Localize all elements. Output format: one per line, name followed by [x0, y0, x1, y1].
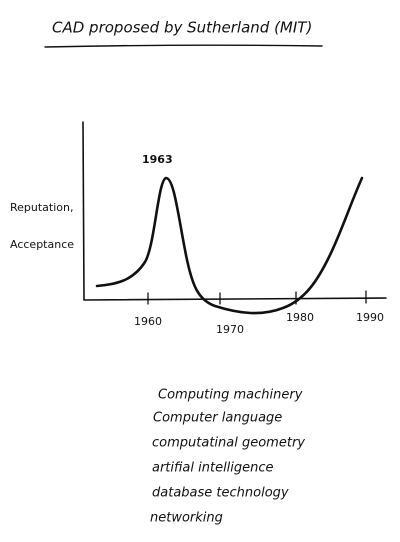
list-item: networking [150, 511, 223, 526]
y-label: Acceptance [10, 238, 74, 251]
list-item: Computing machinery [158, 388, 303, 403]
curve [95, 176, 364, 315]
axes [82, 121, 387, 301]
list-item: Computer language [153, 411, 282, 426]
x-label: 1960 [134, 315, 162, 328]
x-label: 1970 [216, 323, 244, 336]
list-item: artifial intelligence [152, 461, 274, 476]
x-ticks [147, 290, 367, 305]
title: CAD proposed by Sutherland (MIT) [52, 19, 312, 37]
title-underline [44, 44, 323, 48]
x-label: 1990 [356, 311, 384, 324]
x-label: 1980 [286, 311, 314, 324]
list-item: computatinal geometry [152, 436, 305, 451]
annotation: 1963 [142, 153, 173, 166]
list-item: database technology [152, 486, 289, 501]
y-label: Reputation, [10, 201, 74, 214]
